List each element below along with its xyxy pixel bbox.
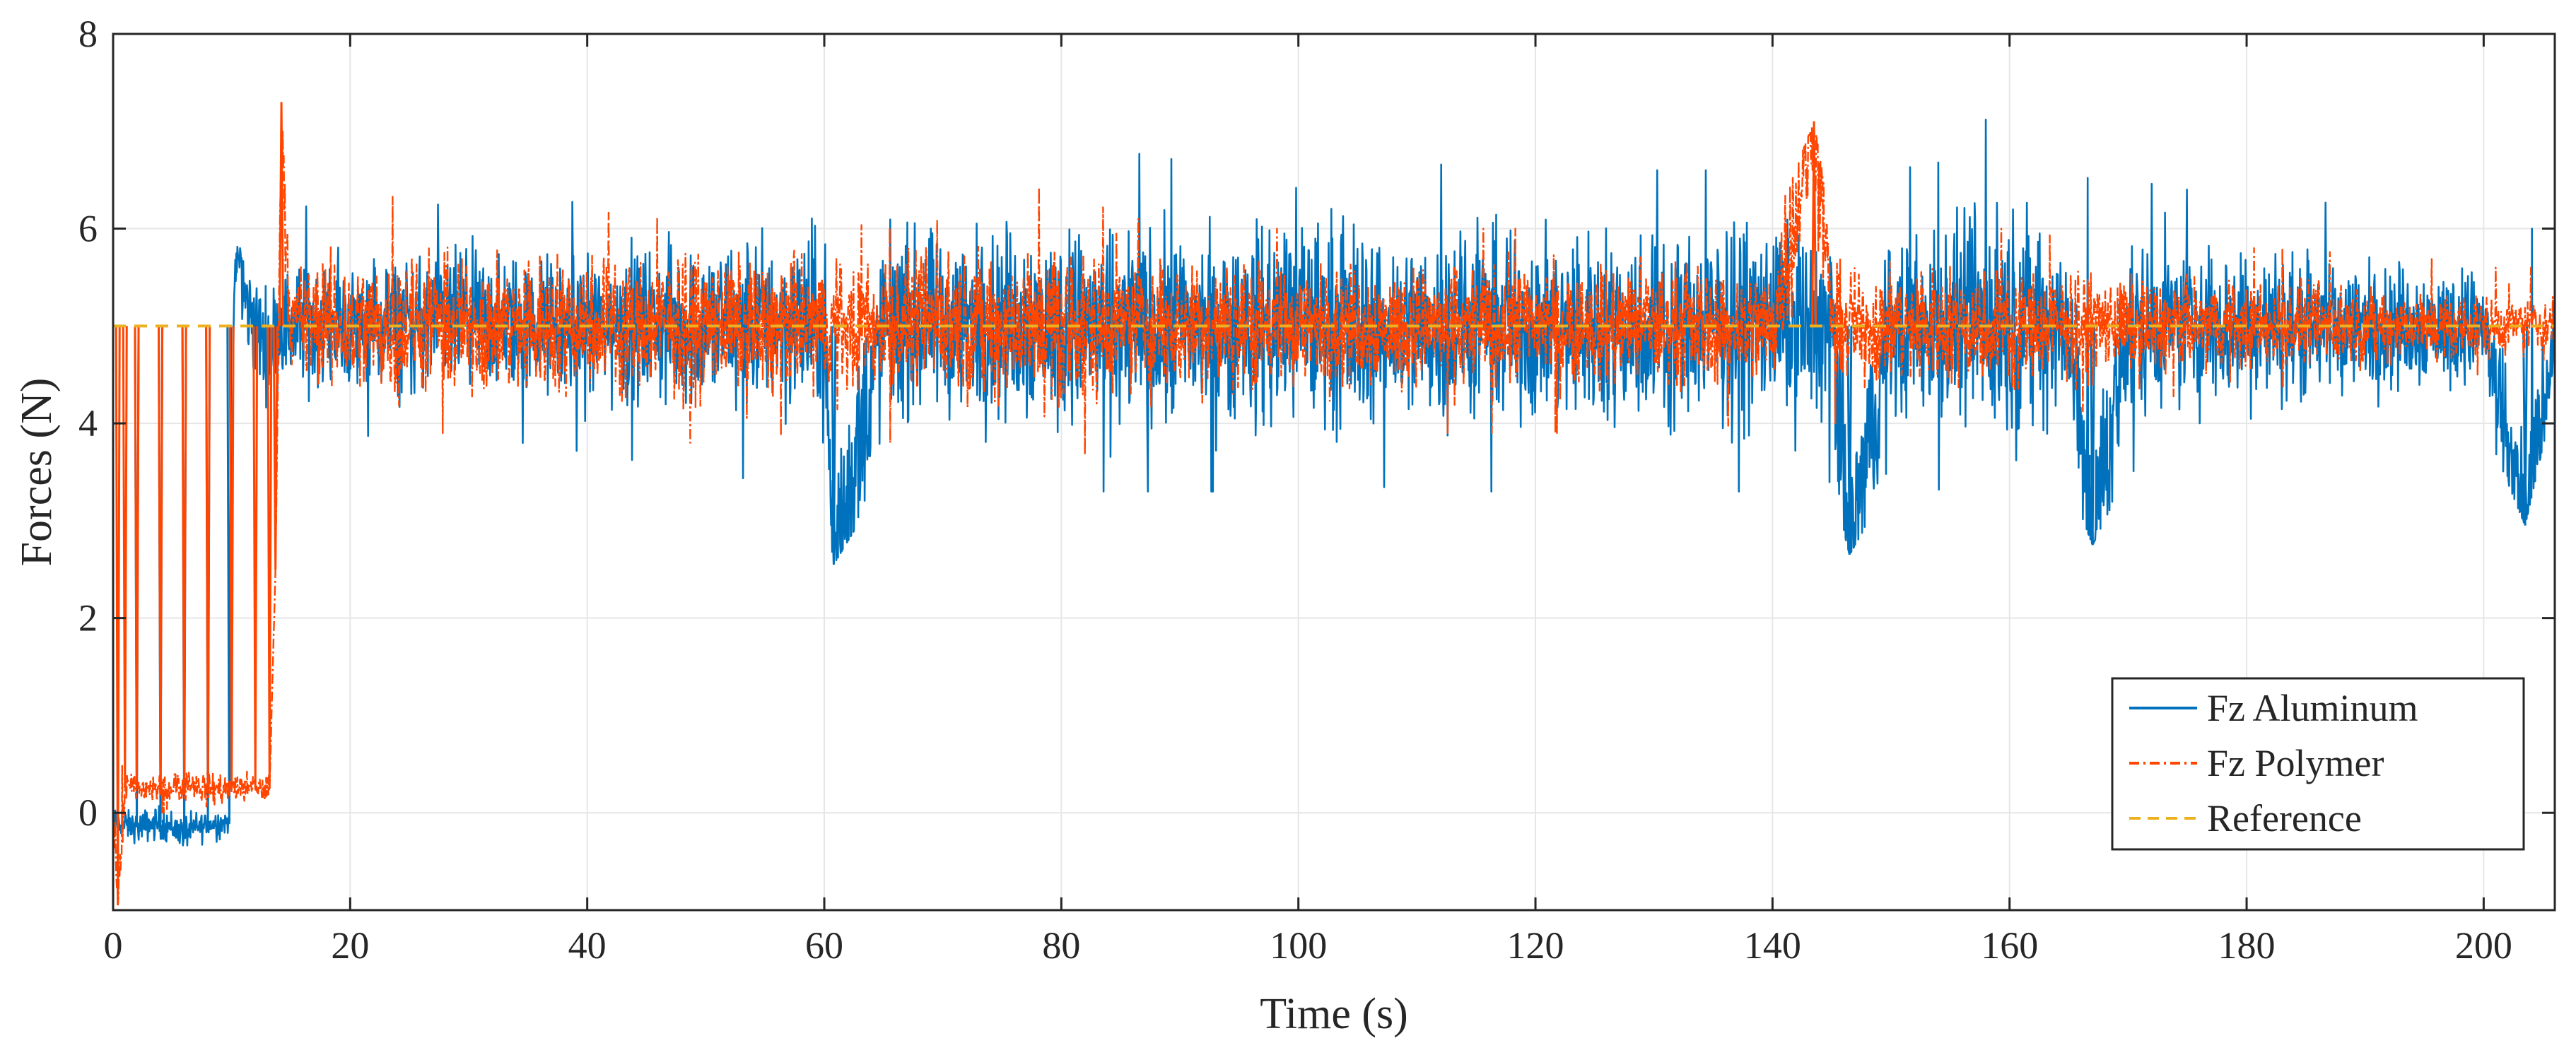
axis-ticks bbox=[112, 33, 2555, 910]
y-axis-label: Forces (N) bbox=[13, 378, 61, 567]
x-tick-label: 200 bbox=[2455, 924, 2512, 967]
series-spike bbox=[267, 326, 273, 789]
series-line bbox=[113, 121, 2555, 906]
x-tick-label: 120 bbox=[1507, 924, 1564, 967]
tick-labels: 0 20 40 60 80 100 120 140 160 180 200 0 2 4 6 8 bbox=[78, 13, 2512, 967]
x-tick-label: 40 bbox=[568, 924, 607, 967]
grid-lines bbox=[112, 33, 2555, 910]
series-spike bbox=[272, 326, 279, 570]
series-spike bbox=[252, 326, 259, 789]
axes-box bbox=[112, 33, 2556, 912]
y-tick-label: 0 bbox=[78, 791, 98, 834]
series-spike bbox=[279, 102, 285, 326]
series-spike bbox=[205, 326, 211, 789]
legend-label: Fz Aluminum bbox=[2207, 687, 2418, 729]
x-axis-label: Time (s) bbox=[1260, 990, 1408, 1038]
legend-label: Fz Polymer bbox=[2207, 742, 2384, 784]
x-tick-label: 100 bbox=[1270, 924, 1327, 967]
x-tick-label: 60 bbox=[805, 924, 843, 967]
y-tick-label: 4 bbox=[78, 402, 98, 444]
series-spike bbox=[134, 326, 140, 789]
y-tick-label: 8 bbox=[78, 13, 98, 55]
series-spike bbox=[831, 326, 837, 565]
x-tick-label: 0 bbox=[104, 924, 123, 967]
x-tick-label: 20 bbox=[331, 924, 369, 967]
series-spike bbox=[2522, 326, 2529, 526]
series-spike bbox=[2090, 326, 2096, 546]
series-spike bbox=[1846, 326, 1853, 555]
series-spike bbox=[158, 326, 164, 789]
x-tick-label: 140 bbox=[1744, 924, 1801, 967]
series-spike bbox=[1811, 121, 1817, 326]
series-spike bbox=[181, 326, 187, 784]
y-tick-label: 6 bbox=[78, 208, 98, 250]
x-tick-label: 160 bbox=[1981, 924, 2038, 967]
x-tick-label: 80 bbox=[1042, 924, 1080, 967]
series-spike bbox=[122, 326, 128, 789]
series-spike bbox=[115, 326, 121, 906]
series-fz-polymer bbox=[113, 102, 2555, 906]
x-tick-label: 180 bbox=[2218, 924, 2276, 967]
series-layer bbox=[113, 102, 2555, 906]
y-tick-label: 2 bbox=[78, 597, 98, 640]
legend: Fz Aluminum Fz Polymer Reference bbox=[2111, 677, 2525, 851]
legend-label: Reference bbox=[2207, 797, 2362, 839]
series-spike bbox=[228, 326, 235, 789]
